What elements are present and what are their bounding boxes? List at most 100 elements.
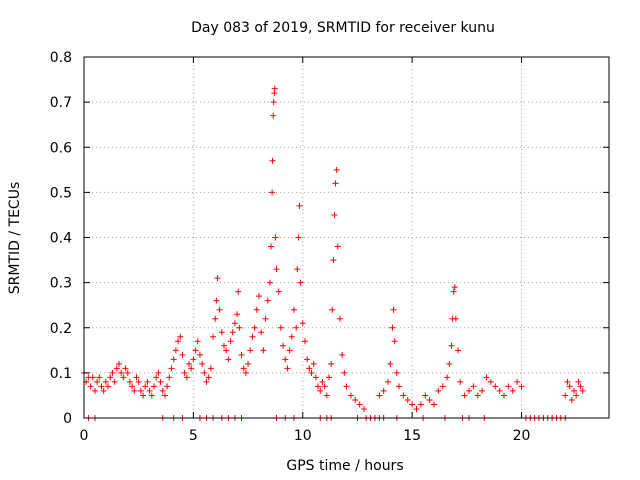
data-point bbox=[192, 347, 199, 354]
data-point bbox=[509, 387, 516, 394]
data-point bbox=[148, 392, 155, 399]
data-point bbox=[188, 365, 195, 372]
data-point bbox=[218, 329, 225, 336]
data-point bbox=[294, 266, 301, 273]
data-point bbox=[196, 351, 203, 358]
data-point bbox=[166, 374, 173, 381]
data-point bbox=[579, 387, 586, 394]
data-point bbox=[444, 374, 451, 381]
data-point bbox=[170, 356, 177, 363]
data-point bbox=[564, 378, 571, 385]
data-point bbox=[315, 383, 322, 390]
data-point bbox=[332, 180, 339, 187]
data-point bbox=[264, 297, 271, 304]
data-point bbox=[89, 374, 96, 381]
data-point bbox=[122, 365, 129, 372]
data-point bbox=[339, 351, 346, 358]
data-point bbox=[151, 383, 157, 390]
data-point bbox=[159, 387, 166, 394]
data-point bbox=[190, 356, 197, 363]
data-point bbox=[400, 392, 407, 399]
data-point bbox=[422, 392, 429, 399]
data-point bbox=[266, 279, 273, 286]
data-point bbox=[295, 234, 302, 241]
data-point bbox=[347, 392, 354, 399]
data-point bbox=[487, 378, 494, 385]
y-tick-label: 0 bbox=[63, 411, 72, 427]
data-point bbox=[431, 401, 437, 408]
data-point bbox=[260, 347, 267, 354]
data-point bbox=[496, 387, 503, 394]
chart-title: Day 083 of 2019, SRMTID for receiver kun… bbox=[191, 20, 495, 36]
data-point bbox=[194, 338, 201, 345]
data-point bbox=[258, 329, 265, 336]
data-point bbox=[251, 324, 258, 331]
data-point bbox=[229, 329, 236, 336]
data-point bbox=[301, 338, 308, 345]
data-point bbox=[361, 405, 367, 412]
y-tick-label: 0.5 bbox=[50, 185, 72, 201]
data-point bbox=[212, 315, 219, 322]
data-point bbox=[448, 342, 455, 349]
data-point bbox=[439, 383, 446, 390]
x-axis-label: GPS time / hours bbox=[286, 458, 403, 474]
data-point bbox=[240, 365, 247, 372]
data-point bbox=[203, 378, 210, 385]
data-point bbox=[270, 99, 277, 106]
data-point bbox=[271, 85, 278, 92]
data-point bbox=[135, 378, 142, 385]
data-point bbox=[304, 356, 311, 363]
data-point bbox=[333, 166, 340, 173]
data-point bbox=[336, 315, 343, 322]
data-point bbox=[120, 374, 127, 381]
data-point bbox=[483, 374, 490, 381]
data-point bbox=[216, 306, 223, 313]
data-point bbox=[168, 365, 175, 372]
data-point bbox=[435, 387, 442, 394]
data-point bbox=[105, 383, 112, 390]
data-point bbox=[199, 360, 206, 367]
data-point bbox=[96, 374, 103, 381]
data-point bbox=[310, 360, 317, 367]
data-point bbox=[142, 383, 149, 390]
data-point bbox=[157, 378, 164, 385]
data-point bbox=[253, 306, 260, 313]
data-point bbox=[518, 383, 525, 390]
data-point bbox=[299, 320, 306, 327]
data-point bbox=[227, 338, 234, 345]
y-tick-label: 0.2 bbox=[50, 321, 72, 337]
data-point bbox=[568, 396, 575, 403]
data-point bbox=[153, 374, 160, 381]
data-point bbox=[268, 243, 275, 250]
data-point bbox=[566, 383, 573, 390]
y-tick-label: 0.3 bbox=[50, 276, 72, 292]
data-point bbox=[275, 288, 282, 295]
data-point bbox=[334, 243, 341, 250]
data-point bbox=[223, 347, 230, 354]
data-point bbox=[326, 374, 332, 381]
y-tick-label: 0.1 bbox=[50, 366, 72, 382]
data-point bbox=[288, 333, 295, 340]
data-point bbox=[306, 365, 313, 372]
data-point bbox=[273, 266, 280, 273]
data-point bbox=[183, 374, 190, 381]
x-tick-label: 0 bbox=[80, 428, 89, 444]
data-point bbox=[146, 387, 153, 394]
data-point bbox=[236, 324, 243, 331]
data-point bbox=[393, 369, 400, 376]
data-point bbox=[144, 378, 151, 385]
data-point bbox=[214, 275, 221, 282]
data-point bbox=[387, 360, 394, 367]
x-tick-label: 10 bbox=[294, 428, 312, 444]
data-point bbox=[181, 369, 188, 376]
data-point bbox=[164, 383, 171, 390]
data-point bbox=[466, 387, 472, 394]
data-point bbox=[461, 392, 468, 399]
data-point bbox=[155, 369, 162, 376]
data-point bbox=[451, 284, 458, 291]
data-point bbox=[133, 374, 140, 381]
data-point bbox=[571, 387, 577, 394]
data-point bbox=[284, 365, 291, 372]
data-point bbox=[175, 338, 182, 345]
data-point bbox=[87, 383, 94, 390]
